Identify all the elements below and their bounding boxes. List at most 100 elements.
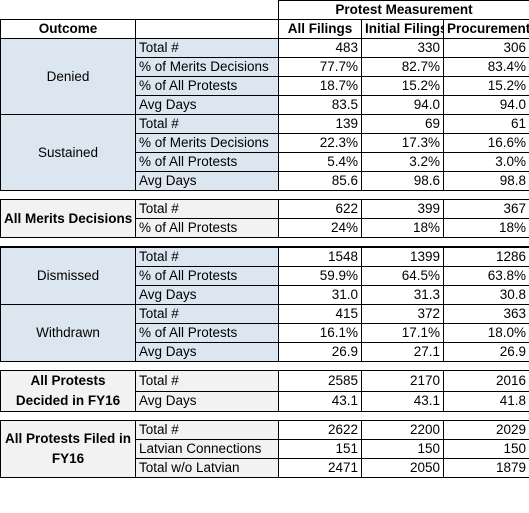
header-row-group: Protest Measurement: [1, 0, 529, 20]
value-cell: 18.7%: [278, 76, 362, 96]
value-cell: 363: [442, 304, 529, 324]
table-row: Avg Days 26.9 27.1 26.9: [1, 342, 529, 362]
table-row: All Merits Decisions Total # 622 399 367: [0, 199, 529, 238]
value-cell: 83.4%: [442, 57, 529, 77]
value-cell: 18.0%: [442, 323, 529, 343]
value-cell: 18%: [361, 218, 444, 238]
value-cell: 94.0: [442, 95, 529, 115]
metric-label: Total w/o Latvian: [135, 458, 279, 478]
value-cell: 59.9%: [278, 266, 362, 286]
metric-label: Avg Days: [135, 342, 279, 362]
value-cell: 17.1%: [361, 323, 444, 343]
table-row: Avg Days 83.5 94.0 94.0: [1, 95, 529, 115]
table-row: % of All Protests 16.1% 17.1% 18.0%: [1, 323, 529, 343]
metric-label: Total #: [135, 246, 279, 267]
value-cell: 2471: [278, 458, 362, 478]
outcome-all-protests-decided: All Protests Decided in FY16: [0, 370, 136, 412]
table-row: Avg Days 31.0 31.3 30.8: [1, 285, 529, 305]
table-row: Total w/o Latvian 2471 2050 1879: [1, 458, 529, 478]
value-cell: 16.1%: [278, 323, 362, 343]
value-cell: 2016: [442, 370, 529, 392]
value-cell: 15.2%: [442, 76, 529, 96]
value-cell: 31.3: [361, 285, 444, 305]
value-cell: 24%: [278, 218, 362, 238]
value-cell: 3.0%: [442, 152, 529, 172]
metric-label: Total #: [135, 38, 279, 58]
outcome-sustained: Sustained: [0, 114, 136, 191]
value-cell: 15.2%: [361, 76, 444, 96]
value-cell: 43.1: [278, 390, 362, 412]
table-row: All Protests Filed in FY16 Total # 2622 …: [0, 420, 529, 478]
value-cell: 64.5%: [361, 266, 444, 286]
value-cell: 26.9: [278, 342, 362, 362]
spacer-row: [0, 411, 529, 421]
outcome-all-merits-decisions: All Merits Decisions: [0, 199, 136, 238]
value-cell: 16.6%: [442, 133, 529, 153]
header-all-filings: All Filings: [278, 19, 362, 39]
header-procurement: Procurement: [442, 19, 529, 39]
metric-label: Total #: [135, 304, 279, 324]
value-cell: 27.1: [361, 342, 444, 362]
protest-table: Protest Measurement Outcome All Filings …: [0, 0, 529, 478]
value-cell: 1879: [442, 458, 529, 478]
metric-label: % of All Protests: [135, 152, 279, 172]
metric-label: Total #: [135, 370, 279, 392]
value-cell: 306: [442, 38, 529, 58]
table-row: % of All Protests 24% 18% 18%: [1, 218, 529, 238]
header-row-columns: Outcome All Filings Initial Filings Proc…: [0, 19, 529, 39]
value-cell: 83.5: [278, 95, 362, 115]
value-cell: 2622: [278, 420, 362, 440]
metric-label: % of Merits Decisions: [135, 57, 279, 77]
header-protest-measurement: Protest Measurement: [277, 0, 529, 20]
metric-label: Avg Days: [135, 171, 279, 191]
table-row: Denied Total # 483 330 306: [0, 38, 529, 115]
value-cell: 85.6: [278, 171, 362, 191]
value-cell: 30.8: [442, 285, 529, 305]
table-row: Avg Days 85.6 98.6 98.8: [1, 171, 529, 191]
metric-label: % of All Protests: [135, 323, 279, 343]
value-cell: 18%: [442, 218, 529, 238]
value-cell: 61: [442, 114, 529, 134]
value-cell: 330: [361, 38, 444, 58]
value-cell: 31.0: [278, 285, 362, 305]
value-cell: 399: [361, 199, 444, 219]
outcome-all-protests-filed: All Protests Filed in FY16: [0, 420, 136, 478]
value-cell: 2200: [361, 420, 444, 440]
value-cell: 139: [278, 114, 362, 134]
metric-label: % of Merits Decisions: [135, 133, 279, 153]
value-cell: 69: [361, 114, 444, 134]
value-cell: 77.7%: [278, 57, 362, 77]
value-cell: 22.3%: [278, 133, 362, 153]
table-row: % of All Protests 59.9% 64.5% 63.8%: [1, 266, 529, 286]
value-cell: 151: [278, 439, 362, 459]
spacer-row: [0, 361, 529, 371]
outcome-denied: Denied: [0, 38, 136, 115]
outcome-withdrawn: Withdrawn: [0, 304, 136, 362]
value-cell: 26.9: [442, 342, 529, 362]
value-cell: 2170: [361, 370, 444, 392]
value-cell: 367: [442, 199, 529, 219]
table-row: Withdrawn Total # 415 372 363: [0, 304, 529, 362]
table-row: Sustained Total # 139 69 61: [0, 114, 529, 191]
value-cell: 1399: [361, 246, 444, 267]
value-cell: 1548: [278, 246, 362, 267]
value-cell: 2050: [361, 458, 444, 478]
value-cell: 17.3%: [361, 133, 444, 153]
value-cell: 1286: [442, 246, 529, 267]
table-row: Avg Days 43.1 43.1 41.8: [1, 390, 529, 412]
header-outcome: Outcome: [0, 19, 136, 39]
value-cell: 5.4%: [278, 152, 362, 172]
metric-label: Total #: [135, 114, 279, 134]
table-row: % of Merits Decisions 22.3% 17.3% 16.6%: [1, 133, 529, 153]
value-cell: 41.8: [442, 390, 529, 412]
value-cell: 43.1: [361, 390, 444, 412]
value-cell: 150: [442, 439, 529, 459]
value-cell: 2585: [278, 370, 362, 392]
metric-label: Avg Days: [135, 95, 279, 115]
metric-label: Total #: [135, 420, 279, 440]
value-cell: 483: [278, 38, 362, 58]
value-cell: 82.7%: [361, 57, 444, 77]
value-cell: 98.8: [442, 171, 529, 191]
header-initial-filings: Initial Filings: [361, 19, 444, 39]
table-row: % of Merits Decisions 77.7% 82.7% 83.4%: [1, 57, 529, 77]
